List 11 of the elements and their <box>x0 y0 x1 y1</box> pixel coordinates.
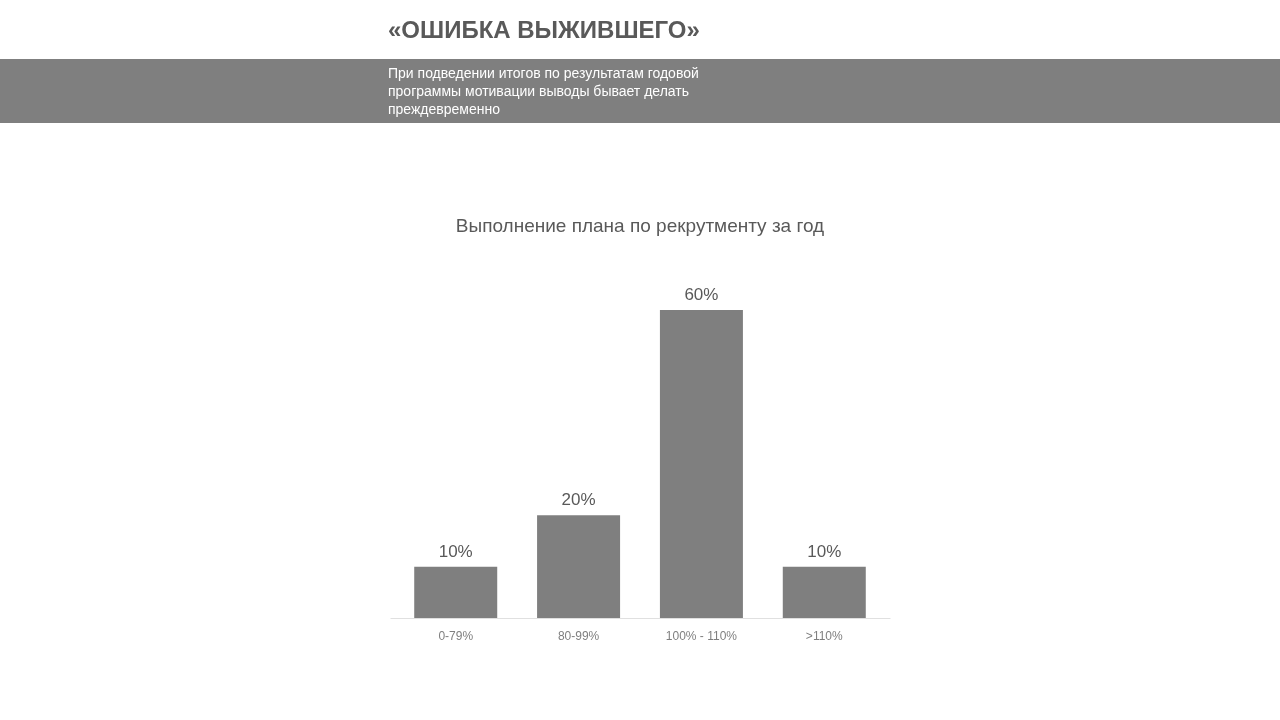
chart-title: «ОШИБКА ВЫЖИВШЕГО» <box>388 16 700 44</box>
text: Выполнение плана по рекрутменту за год <box>455 215 825 236</box>
x-tick-label: 0-79% <box>438 628 474 643</box>
x-tick-label: 100% - 110% <box>665 628 738 643</box>
data-label: 20% <box>561 490 596 510</box>
x-tick-label: >110% <box>805 628 844 643</box>
chart-subtitle: При подведении итогов по результатам годовой программы мотивации выводы бывает делать преждевременно <box>388 64 700 118</box>
data-label: 60% <box>684 285 719 304</box>
x-tick-label: 80-99% <box>557 628 600 643</box>
data-label: 10% <box>438 541 473 561</box>
data-label: 10% <box>807 541 842 561</box>
